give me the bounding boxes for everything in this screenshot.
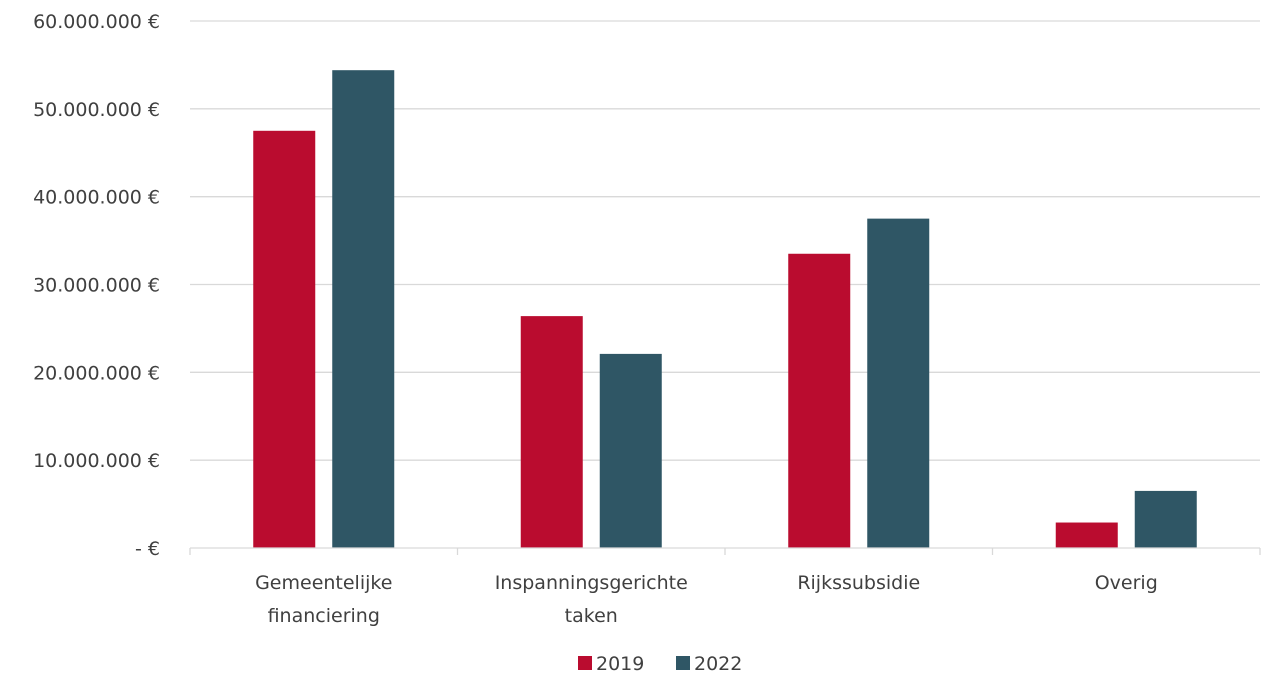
x-axis [189, 547, 1261, 555]
legend-swatch-2019 [578, 656, 592, 670]
x-category-label: Gemeentelijke [255, 572, 392, 594]
y-tick-label: - € [135, 538, 160, 560]
y-tick-label: 60.000.000 € [33, 11, 160, 33]
x-category-label: Rijkssubsidie [797, 572, 920, 594]
bar-2022-2 [867, 218, 930, 548]
bar-2022-3 [1134, 490, 1197, 548]
bars [253, 70, 1197, 548]
legend: 2019 2022 [578, 653, 742, 675]
x-axis-category-labels: Gemeentelijke financiering Inspanningsgeri… [255, 572, 1158, 627]
bar-2022-1 [599, 353, 662, 548]
x-category-label: financiering [268, 605, 380, 627]
legend-swatch-2022 [676, 656, 690, 670]
y-tick-label: 30.000.000 € [33, 275, 160, 297]
bar-2019-1 [520, 316, 583, 548]
x-category-label: Overig [1095, 572, 1158, 594]
bar-2019-2 [788, 253, 851, 548]
x-category-label: Inspanningsgerichte [495, 572, 688, 594]
bar-2019-3 [1055, 522, 1118, 548]
y-tick-label: 40.000.000 € [33, 187, 160, 209]
legend-label-2019: 2019 [596, 653, 644, 675]
x-category-label: taken [565, 605, 618, 627]
y-tick-label: 20.000.000 € [33, 362, 160, 384]
bar-2019-0 [253, 130, 316, 548]
y-tick-label: 50.000.000 € [33, 99, 160, 121]
bar-2022-0 [332, 70, 395, 548]
y-axis-tick-labels: - € 10.000.000 € 20.000.000 € 30.000.000 € 4… [33, 11, 160, 560]
legend-label-2022: 2022 [694, 653, 742, 675]
y-tick-label: 10.000.000 € [33, 450, 160, 472]
